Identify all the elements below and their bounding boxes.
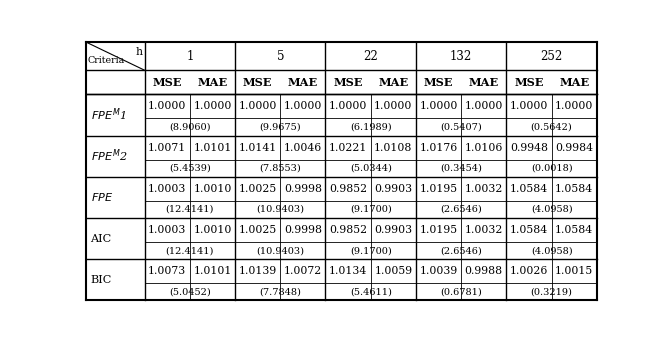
Text: 1.0176: 1.0176 bbox=[420, 143, 458, 153]
Text: 1.0000: 1.0000 bbox=[555, 101, 593, 111]
Text: 0.9852: 0.9852 bbox=[329, 184, 367, 194]
Text: 1.0000: 1.0000 bbox=[148, 101, 186, 111]
Text: MSE: MSE bbox=[334, 77, 363, 88]
Text: (5.0344): (5.0344) bbox=[350, 164, 392, 173]
Text: (12.4141): (12.4141) bbox=[166, 205, 214, 214]
Text: AIC: AIC bbox=[91, 234, 112, 244]
Text: 1.0000: 1.0000 bbox=[284, 101, 322, 111]
Text: 1.0584: 1.0584 bbox=[555, 225, 593, 235]
Text: MSE: MSE bbox=[153, 77, 182, 88]
Text: 5: 5 bbox=[276, 49, 284, 63]
Text: 1.0072: 1.0072 bbox=[284, 266, 322, 276]
Text: 1.0071: 1.0071 bbox=[148, 143, 186, 153]
Text: 0.9903: 0.9903 bbox=[374, 184, 412, 194]
Text: 1.0101: 1.0101 bbox=[193, 143, 232, 153]
Text: 0.9998: 0.9998 bbox=[284, 225, 322, 235]
Text: (0.0018): (0.0018) bbox=[531, 164, 572, 173]
Text: MAE: MAE bbox=[197, 77, 228, 88]
Text: (0.3219): (0.3219) bbox=[531, 287, 573, 296]
Text: 1: 1 bbox=[186, 49, 194, 63]
Text: (4.0958): (4.0958) bbox=[531, 246, 572, 255]
Text: (5.4611): (5.4611) bbox=[350, 287, 392, 296]
Text: $FPE$: $FPE$ bbox=[91, 191, 113, 203]
Text: MSE: MSE bbox=[243, 77, 272, 88]
Text: MAE: MAE bbox=[559, 77, 589, 88]
Text: 1.0584: 1.0584 bbox=[510, 225, 548, 235]
Text: (0.5642): (0.5642) bbox=[531, 122, 573, 132]
Text: 0.9852: 0.9852 bbox=[329, 225, 367, 235]
Text: (0.6781): (0.6781) bbox=[440, 287, 482, 296]
Text: 1.0032: 1.0032 bbox=[465, 184, 503, 194]
Text: 22: 22 bbox=[364, 49, 378, 63]
Text: $FPE^{M}$2: $FPE^{M}$2 bbox=[91, 148, 127, 164]
Text: 1.0000: 1.0000 bbox=[193, 101, 232, 111]
Text: 1.0000: 1.0000 bbox=[509, 101, 548, 111]
Text: MAE: MAE bbox=[378, 77, 408, 88]
Text: 1.0134: 1.0134 bbox=[329, 266, 367, 276]
Text: 1.0046: 1.0046 bbox=[284, 143, 322, 153]
Text: MSE: MSE bbox=[514, 77, 543, 88]
Text: 1.0015: 1.0015 bbox=[555, 266, 593, 276]
Text: 1.0221: 1.0221 bbox=[329, 143, 367, 153]
Text: Criteria: Criteria bbox=[87, 56, 125, 65]
Text: (12.4141): (12.4141) bbox=[166, 246, 214, 255]
Text: (6.1989): (6.1989) bbox=[350, 122, 392, 132]
Text: (5.0452): (5.0452) bbox=[169, 287, 210, 296]
Text: 132: 132 bbox=[450, 49, 472, 63]
Text: BIC: BIC bbox=[91, 275, 112, 285]
Text: (7.8553): (7.8553) bbox=[259, 164, 301, 173]
Text: 1.0139: 1.0139 bbox=[238, 266, 277, 276]
Text: 1.0141: 1.0141 bbox=[238, 143, 277, 153]
Text: (8.9060): (8.9060) bbox=[169, 122, 210, 132]
Text: (0.5407): (0.5407) bbox=[440, 122, 482, 132]
Text: (2.6546): (2.6546) bbox=[440, 246, 482, 255]
Text: MAE: MAE bbox=[288, 77, 318, 88]
Text: 0.9984: 0.9984 bbox=[555, 143, 593, 153]
Text: 0.9948: 0.9948 bbox=[510, 143, 548, 153]
Text: (9.1700): (9.1700) bbox=[350, 246, 392, 255]
Text: 1.0025: 1.0025 bbox=[238, 184, 277, 194]
Text: 1.0003: 1.0003 bbox=[148, 184, 186, 194]
Text: 252: 252 bbox=[541, 49, 563, 63]
Text: 1.0032: 1.0032 bbox=[465, 225, 503, 235]
Text: 1.0025: 1.0025 bbox=[238, 225, 277, 235]
Text: (10.9403): (10.9403) bbox=[256, 205, 304, 214]
Text: 1.0059: 1.0059 bbox=[374, 266, 412, 276]
Text: 1.0000: 1.0000 bbox=[374, 101, 412, 111]
Text: 1.0106: 1.0106 bbox=[465, 143, 503, 153]
Text: 1.0195: 1.0195 bbox=[420, 225, 458, 235]
Text: (9.9675): (9.9675) bbox=[260, 122, 301, 132]
Text: 1.0073: 1.0073 bbox=[148, 266, 186, 276]
Text: 1.0010: 1.0010 bbox=[193, 225, 232, 235]
Text: 1.0000: 1.0000 bbox=[465, 101, 503, 111]
Text: 1.0584: 1.0584 bbox=[555, 184, 593, 194]
Text: 1.0000: 1.0000 bbox=[420, 101, 458, 111]
Text: 1.0010: 1.0010 bbox=[193, 184, 232, 194]
Text: 1.0195: 1.0195 bbox=[420, 184, 458, 194]
Text: MSE: MSE bbox=[424, 77, 454, 88]
Text: (9.1700): (9.1700) bbox=[350, 205, 392, 214]
Text: 0.9988: 0.9988 bbox=[465, 266, 503, 276]
Text: MAE: MAE bbox=[469, 77, 499, 88]
Text: 1.0003: 1.0003 bbox=[148, 225, 186, 235]
Text: (10.9403): (10.9403) bbox=[256, 246, 304, 255]
Text: 1.0000: 1.0000 bbox=[329, 101, 367, 111]
Text: h: h bbox=[135, 47, 143, 57]
Text: $FPE^{M}$1: $FPE^{M}$1 bbox=[91, 106, 126, 123]
Text: 1.0000: 1.0000 bbox=[238, 101, 277, 111]
Text: (0.3454): (0.3454) bbox=[440, 164, 482, 173]
Text: (2.6546): (2.6546) bbox=[440, 205, 482, 214]
Text: 1.0026: 1.0026 bbox=[509, 266, 548, 276]
Text: 0.9998: 0.9998 bbox=[284, 184, 322, 194]
Text: 0.9903: 0.9903 bbox=[374, 225, 412, 235]
Text: 1.0584: 1.0584 bbox=[510, 184, 548, 194]
Text: (5.4539): (5.4539) bbox=[169, 164, 210, 173]
Text: (7.7848): (7.7848) bbox=[259, 287, 301, 296]
Text: 1.0039: 1.0039 bbox=[420, 266, 458, 276]
Text: (4.0958): (4.0958) bbox=[531, 205, 572, 214]
Text: 1.0101: 1.0101 bbox=[193, 266, 232, 276]
Text: 1.0108: 1.0108 bbox=[374, 143, 412, 153]
